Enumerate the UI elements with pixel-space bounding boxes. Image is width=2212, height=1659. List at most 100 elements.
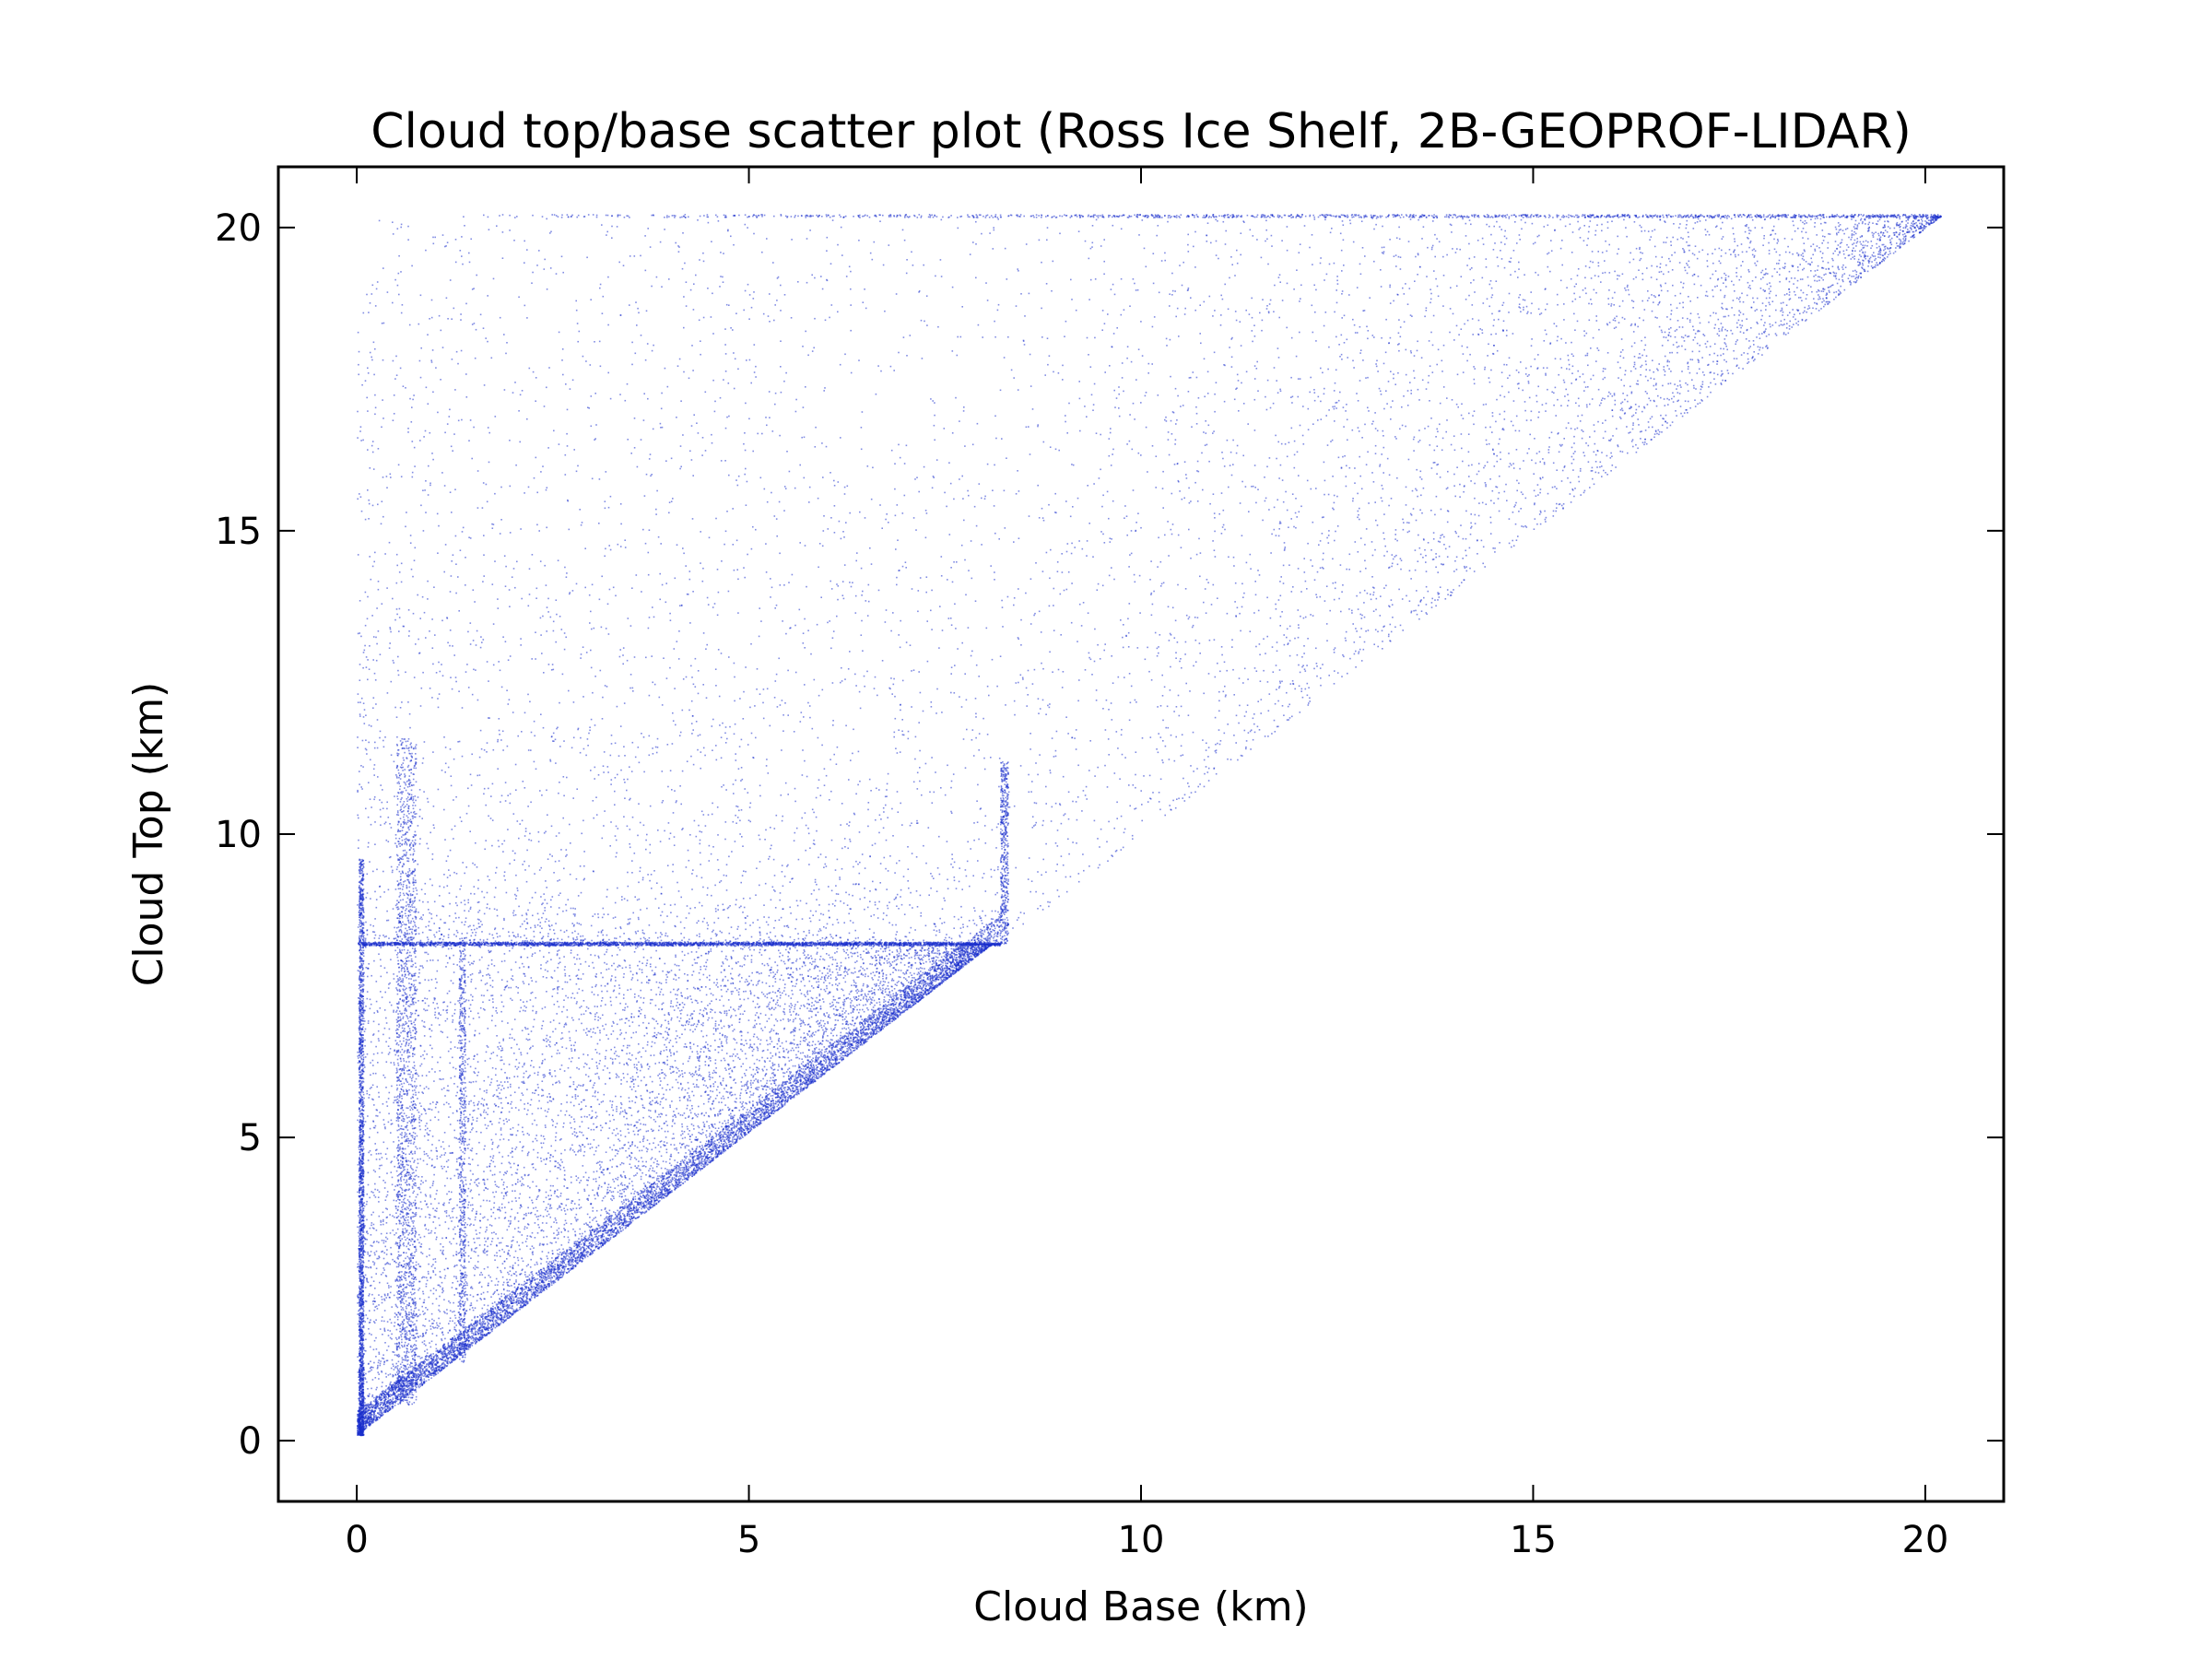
scatter-point — [484, 1248, 486, 1251]
scatter-point — [509, 1265, 512, 1268]
scatter-point — [530, 1258, 532, 1261]
scatter-point — [886, 947, 888, 948]
scatter-point — [777, 999, 779, 1002]
scatter-point — [799, 1066, 801, 1069]
scatter-point — [771, 966, 772, 969]
scatter-point — [763, 1060, 766, 1062]
scatter-point — [620, 1195, 623, 1198]
scatter-point — [547, 971, 549, 972]
scatter-point — [357, 1313, 359, 1315]
scatter-point — [368, 1151, 370, 1154]
scatter-point — [429, 1248, 430, 1250]
scatter-point — [629, 1178, 630, 1180]
scatter-point — [841, 1013, 844, 1016]
scatter-point — [653, 1041, 656, 1044]
scatter-point — [501, 1049, 504, 1052]
scatter-point — [371, 1224, 372, 1227]
scatter-point — [417, 1315, 418, 1318]
scatter-point — [541, 1147, 543, 1148]
scatter-point — [582, 1134, 584, 1136]
scatter-point — [784, 1097, 786, 1100]
scatter-point — [741, 1102, 743, 1105]
scatter-point — [879, 1004, 881, 1006]
scatter-point — [836, 965, 839, 967]
scatter-point — [591, 1058, 594, 1060]
scatter-point — [461, 1163, 463, 1165]
scatter-point — [836, 962, 838, 965]
scatter-point — [958, 959, 960, 961]
scatter-point — [406, 1337, 407, 1339]
scatter-point — [504, 1193, 507, 1194]
scatter-point — [705, 1112, 707, 1114]
scatter-point — [497, 1284, 499, 1286]
scatter-point — [431, 1325, 434, 1328]
scatter-point — [809, 1010, 812, 1012]
scatter-point — [662, 1097, 665, 1099]
scatter-point — [845, 952, 847, 954]
scatter-point — [687, 1081, 689, 1084]
scatter-point — [369, 1367, 371, 1370]
scatter-point — [665, 1049, 668, 1051]
scatter-point — [815, 1047, 818, 1049]
scatter-point — [597, 994, 599, 996]
scatter-point — [453, 971, 455, 973]
scatter-point — [402, 1016, 405, 1018]
scatter-point — [869, 1032, 871, 1034]
scatter-point — [735, 1124, 738, 1126]
scatter-point — [418, 1102, 421, 1104]
scatter-point — [503, 1081, 506, 1083]
scatter-point — [730, 1135, 732, 1136]
scatter-point — [666, 1037, 668, 1040]
scatter-point — [721, 1049, 724, 1052]
scatter-point — [959, 951, 962, 954]
scatter-point — [533, 1018, 535, 1020]
scatter-point — [612, 1195, 615, 1197]
scatter-point — [722, 961, 724, 963]
scatter-point — [634, 1078, 637, 1081]
scatter-point — [752, 1100, 754, 1102]
scatter-point — [554, 1043, 556, 1046]
scatter-point — [477, 1108, 479, 1110]
scatter-point — [813, 1078, 816, 1080]
scatter-point — [417, 1187, 419, 1189]
scatter-point — [645, 1210, 648, 1212]
scatter-point — [680, 992, 682, 994]
scatter-point — [458, 1259, 460, 1262]
scatter-point — [474, 1274, 476, 1277]
scatter-point — [569, 1122, 571, 1124]
scatter-point — [372, 1169, 375, 1171]
scatter-point — [470, 1287, 472, 1289]
scatter-point — [830, 1028, 832, 1030]
scatter-point — [560, 1203, 562, 1205]
scatter-point — [406, 1237, 408, 1240]
scatter-point — [415, 1069, 417, 1072]
scatter-point — [747, 1088, 748, 1090]
scatter-point — [759, 1098, 760, 1100]
scatter-point — [429, 1130, 431, 1132]
scatter-point — [605, 1207, 606, 1209]
scatter-point — [483, 1267, 486, 1270]
scatter-point — [774, 978, 777, 980]
scatter-point — [515, 1281, 517, 1283]
scatter-point — [579, 1228, 581, 1230]
scatter-point — [435, 1298, 438, 1300]
scatter-point — [720, 1012, 723, 1014]
scatter-point — [423, 1359, 425, 1362]
scatter-point — [419, 1128, 421, 1131]
scatter-point — [516, 1169, 519, 1171]
scatter-point — [482, 1105, 485, 1107]
scatter-point — [612, 1020, 614, 1023]
scatter-point — [537, 1224, 539, 1226]
scatter-point — [641, 1205, 642, 1206]
scatter-point — [684, 1117, 687, 1119]
scatter-point — [575, 1218, 577, 1221]
scatter-point — [563, 1207, 565, 1210]
scatter-point — [859, 1038, 862, 1040]
scatter-point — [557, 1207, 559, 1210]
scatter-point — [575, 1241, 577, 1242]
scatter-point — [586, 1184, 589, 1186]
scatter-point — [737, 1133, 740, 1135]
scatter-point — [772, 1077, 774, 1078]
scatter-point — [765, 1111, 767, 1113]
scatter-point — [488, 1200, 491, 1202]
